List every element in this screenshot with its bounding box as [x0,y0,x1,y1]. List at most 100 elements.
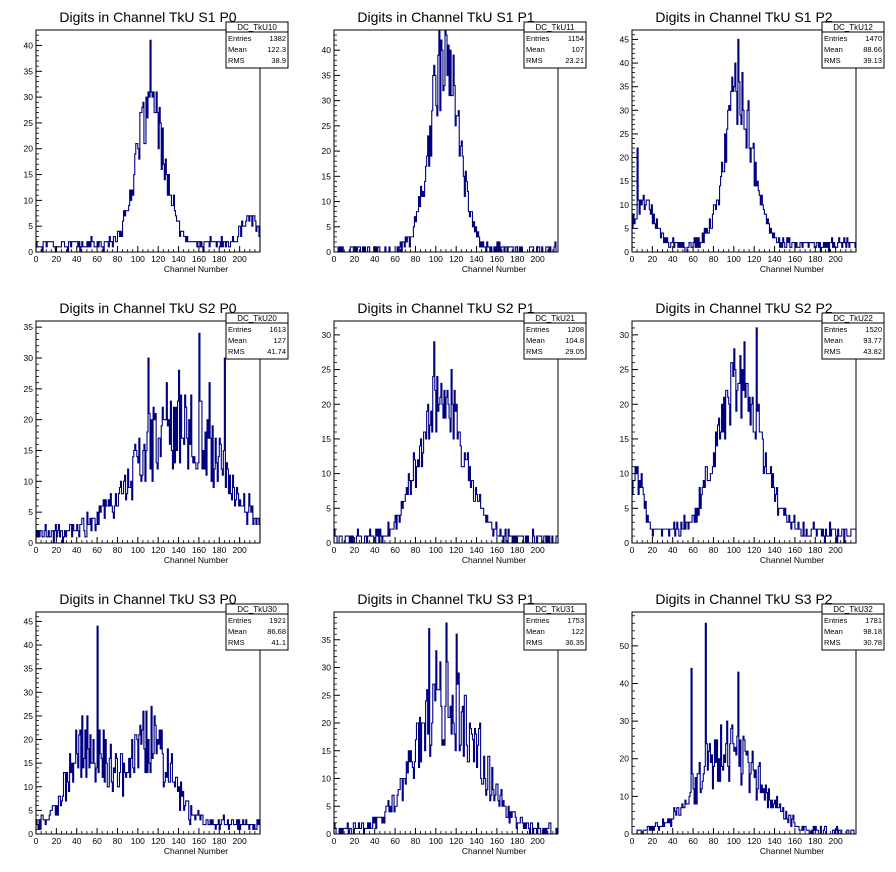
chart-title: Digits in Channel TkU S1 P1 [357,9,534,25]
y-tick-label: 30 [322,330,332,340]
x-tick-label: 0 [630,254,635,264]
stats-name: DC_TkU11 [536,23,576,32]
y-tick-label: 15 [322,434,332,444]
x-tick-label: 80 [411,836,421,846]
x-tick-label: 20 [52,254,62,264]
x-tick-label: 100 [429,254,443,264]
y-tick-label: 30 [620,105,630,115]
histogram-panel-tku22: Digits in Channel TkU S2 P20 20 40 60 80 100 1… [620,300,885,565]
stats-value: 23.21 [565,56,584,65]
y-tick-label: 20 [620,399,630,409]
x-tick-label: 60 [92,254,102,264]
x-tick-label: 180 [212,836,226,846]
stats-box [225,312,289,360]
x-tick-label: 80 [113,836,123,846]
stats-label: RMS [228,56,245,65]
stats-name: DC_TkU32 [833,605,873,614]
x-tick-label: 80 [709,836,719,846]
x-axis-label: Channel Number [462,555,526,565]
x-tick-label: 0 [34,836,39,846]
stats-box [225,603,289,651]
x-tick-label: 0 [630,836,635,846]
stats-box [225,21,289,69]
chart-title: Digits in Channel TkU S1 P0 [59,9,236,25]
x-tick-label: 120 [747,836,761,846]
x-tick-label: 200 [531,545,545,555]
x-tick-label: 140 [767,254,781,264]
y-tick-label: 25 [322,690,332,700]
stats-label: Mean [228,336,247,345]
x-tick-label: 100 [429,836,443,846]
histogram-series [631,38,857,253]
histogram-series [333,622,558,835]
x-tick-label: 200 [233,545,247,555]
y-tick-label: 20 [24,415,34,425]
stats-value: 1520 [865,325,882,334]
y-tick-label: 20 [322,146,332,156]
histogram-series [35,39,261,253]
y-tick-label: 10 [620,791,630,801]
x-tick-label: 40 [72,254,82,264]
x-tick-label: 100 [131,254,145,264]
chart-title: Digits in Channel TkU S2 P0 [59,300,236,316]
stats-label: Entries [526,34,550,43]
stats-name: DC_TkU21 [535,314,575,323]
x-tick-label: 120 [151,545,165,555]
x-tick-label: 120 [747,254,761,264]
stats-value: 1921 [269,616,286,625]
stats-label: RMS [526,638,543,647]
stats-value: 1781 [865,616,882,625]
x-tick-label: 20 [350,254,360,264]
stats-value: 88.66 [863,45,882,54]
x-tick-label: 40 [668,254,678,264]
stats-box [523,21,587,69]
x-axis-label: Channel Number [164,555,228,565]
stats-label: Mean [824,45,843,54]
x-tick-label: 200 [233,836,247,846]
chart-title: Digits in Channel TkU S3 P0 [59,591,236,607]
x-tick-label: 200 [829,836,843,846]
y-tick-label: 15 [620,434,630,444]
chart-title: Digits in Channel TkU S1 P2 [655,9,832,25]
y-tick-label: 25 [24,118,34,128]
stats-value: 93.77 [863,336,882,345]
y-tick-label: 0 [28,829,33,839]
histogram-panel-tku10: Digits in Channel TkU S1 P00 20 40 60 80 100 1… [24,9,289,274]
stats-label: Entries [824,325,848,334]
x-tick-label: 160 [788,545,802,555]
stats-label: RMS [228,347,245,356]
x-axis-label: Channel Number [760,264,824,274]
y-tick-label: 25 [620,365,630,375]
x-axis-label: Channel Number [164,264,228,274]
x-tick-label: 180 [510,545,524,555]
y-tick-label: 15 [322,171,332,181]
y-tick-label: 20 [24,144,34,154]
y-tick-label: 35 [24,66,34,76]
y-tick-label: 35 [620,82,630,92]
x-tick-label: 120 [151,254,165,264]
stats-label: Entries [228,616,252,625]
stats-value: 38.9 [271,56,286,65]
y-tick-label: 35 [322,635,332,645]
x-tick-label: 60 [390,254,400,264]
y-tick-label: 20 [620,153,630,163]
x-tick-label: 180 [808,545,822,555]
y-tick-label: 30 [24,92,34,102]
y-tick-label: 0 [28,247,33,257]
y-tick-label: 30 [620,330,630,340]
x-tick-label: 80 [411,254,421,264]
stats-label: RMS [526,347,543,356]
x-tick-label: 40 [668,836,678,846]
histogram-panel-tku32: Digits in Channel TkU S3 P20 20 40 60 80 100 1… [620,591,885,856]
x-tick-label: 40 [668,545,678,555]
x-tick-label: 160 [490,836,504,846]
x-tick-label: 140 [469,545,483,555]
y-tick-label: 5 [326,801,331,811]
x-tick-label: 100 [429,545,443,555]
y-tick-label: 20 [620,754,630,764]
histogram-series [632,622,856,835]
y-tick-label: 10 [24,195,34,205]
x-tick-label: 20 [350,545,360,555]
x-tick-label: 100 [727,545,741,555]
chart-title: Digits in Channel TkU S3 P2 [655,591,832,607]
